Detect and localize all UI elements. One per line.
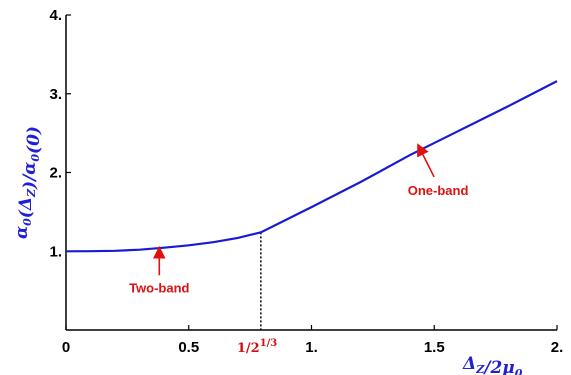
annotation-text: One-band [408, 183, 469, 198]
annotation-text: Two-band [129, 280, 189, 295]
series-line [65, 80, 558, 253]
x-axis-label: ΔZ/2μ0 [462, 354, 523, 375]
series [65, 80, 558, 253]
vertical-marker: 1/21/3 [237, 232, 277, 356]
x-tick-label: 0.5 [178, 339, 199, 356]
x-tick-label: 1. [305, 339, 318, 356]
annotations: Two-band One-band [129, 143, 469, 295]
y-tick-label: 2. [49, 165, 62, 182]
x-tick-label: 0 [62, 339, 70, 356]
marker-label: 1/21/3 [237, 338, 277, 356]
x-tick-label: 2. [551, 339, 564, 356]
y-axis-label: α0(ΔZ)/α0(0) [12, 126, 44, 239]
y-tick-label: 1. [49, 243, 62, 260]
y-tick-label: 3. [49, 86, 62, 103]
y-tick-label: 4. [49, 7, 62, 24]
annotation-arrow [417, 143, 435, 178]
ticks: 0 0.5 1. 1.5 2. 1. 2. 3. 4. [49, 7, 563, 356]
x-tick-label: 1.5 [424, 339, 445, 356]
